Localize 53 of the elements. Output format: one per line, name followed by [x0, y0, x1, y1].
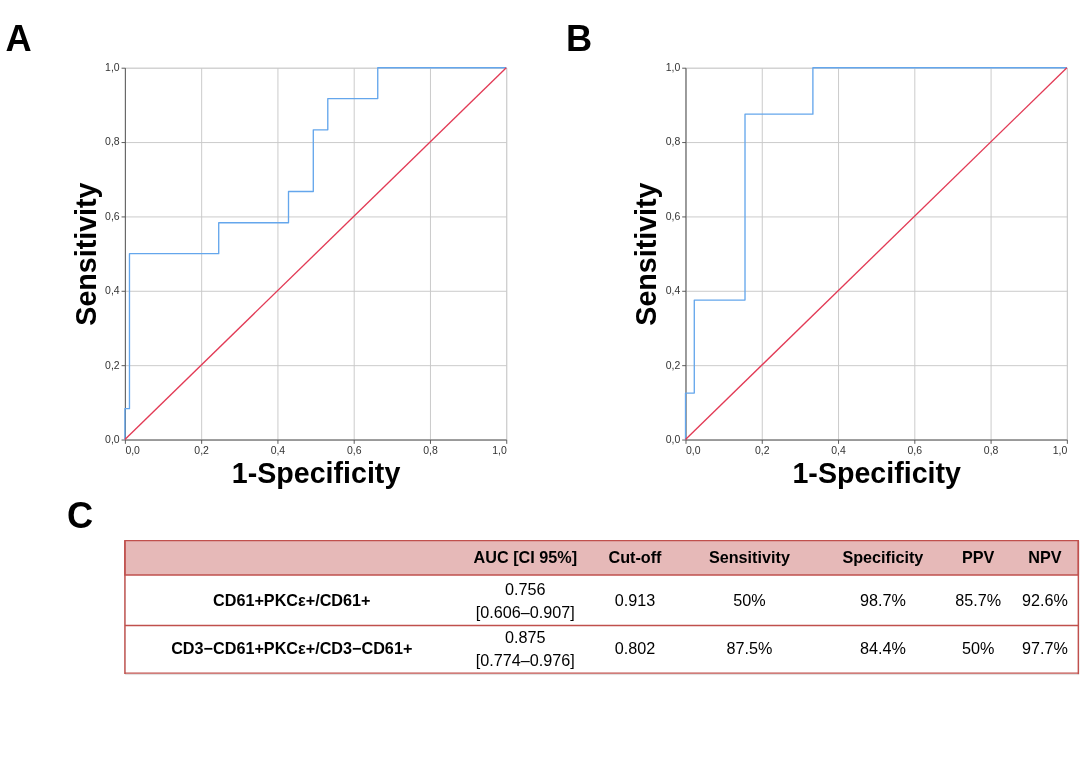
text: 97.7%: [1022, 639, 1068, 658]
chart-title: A: [5, 17, 32, 59]
text: CD3−CD61+PKCε+/CD3−CD61+: [171, 639, 413, 658]
text: 0.913: [614, 591, 656, 610]
text: Sensitivity: [708, 547, 790, 566]
y-tick-label: 0,8: [105, 136, 120, 148]
x-tick-label: 0,8: [423, 445, 438, 457]
x-tick-label: 0,0: [125, 445, 141, 457]
x-axis-title: 1-Specificity: [231, 456, 401, 489]
y-tick-label: 1,0: [105, 62, 120, 74]
text: 0.756: [505, 579, 546, 598]
y-tick-label: 0,6: [105, 210, 120, 222]
text: CD61+PKCε+/CD61+: [213, 591, 371, 610]
x-tick-label: 0,0: [685, 445, 701, 457]
text: 92.6%: [1022, 591, 1068, 610]
x-tick-label: 0,4: [831, 445, 846, 457]
text: [0.606–0.907]: [475, 602, 575, 621]
text: [0.774–0.976]: [475, 650, 575, 669]
text: 85.7%: [955, 591, 1002, 610]
text: 87.5%: [726, 639, 773, 658]
x-tick-label: 0,8: [983, 445, 999, 457]
text: Specificity: [842, 547, 924, 566]
x-tick-label: 0,2: [194, 445, 210, 457]
text: PPV: [962, 547, 995, 566]
text: 50%: [733, 591, 766, 610]
x-axis-title: 1-Specificity: [792, 456, 961, 489]
x-tick-label: 1,0: [492, 445, 507, 457]
chart-title: B: [566, 17, 593, 59]
y-tick-label: 0,0: [105, 433, 120, 445]
text: C: [66, 495, 94, 537]
x-tick-label: 0,4: [270, 445, 286, 457]
y-axis-title: Sensitivity: [69, 182, 102, 326]
text: NPV: [1028, 547, 1062, 566]
text: 98.7%: [859, 591, 906, 610]
y-tick-label: 0,4: [665, 285, 681, 297]
y-tick-label: 0,0: [665, 433, 681, 445]
y-tick-label: 0,6: [665, 210, 681, 222]
y-axis-title: Sensitivity: [630, 182, 663, 326]
y-tick-label: 0,4: [105, 285, 120, 297]
y-tick-label: 0,8: [665, 136, 681, 148]
text: Cut-off: [608, 547, 663, 566]
x-tick-label: 0,2: [754, 445, 770, 457]
x-tick-label: 0,6: [346, 445, 362, 457]
text: 50%: [962, 639, 995, 658]
x-tick-label: 0,6: [907, 445, 923, 457]
y-tick-label: 1,0: [665, 62, 681, 74]
y-tick-label: 0,2: [105, 359, 120, 371]
text: AUC [CI 95%]: [473, 547, 578, 566]
y-tick-label: 0,2: [665, 359, 681, 371]
text: 0.875: [505, 627, 546, 646]
text: 0.802: [614, 639, 656, 658]
text: 84.4%: [859, 639, 906, 658]
x-tick-label: 1,0: [1052, 445, 1068, 457]
